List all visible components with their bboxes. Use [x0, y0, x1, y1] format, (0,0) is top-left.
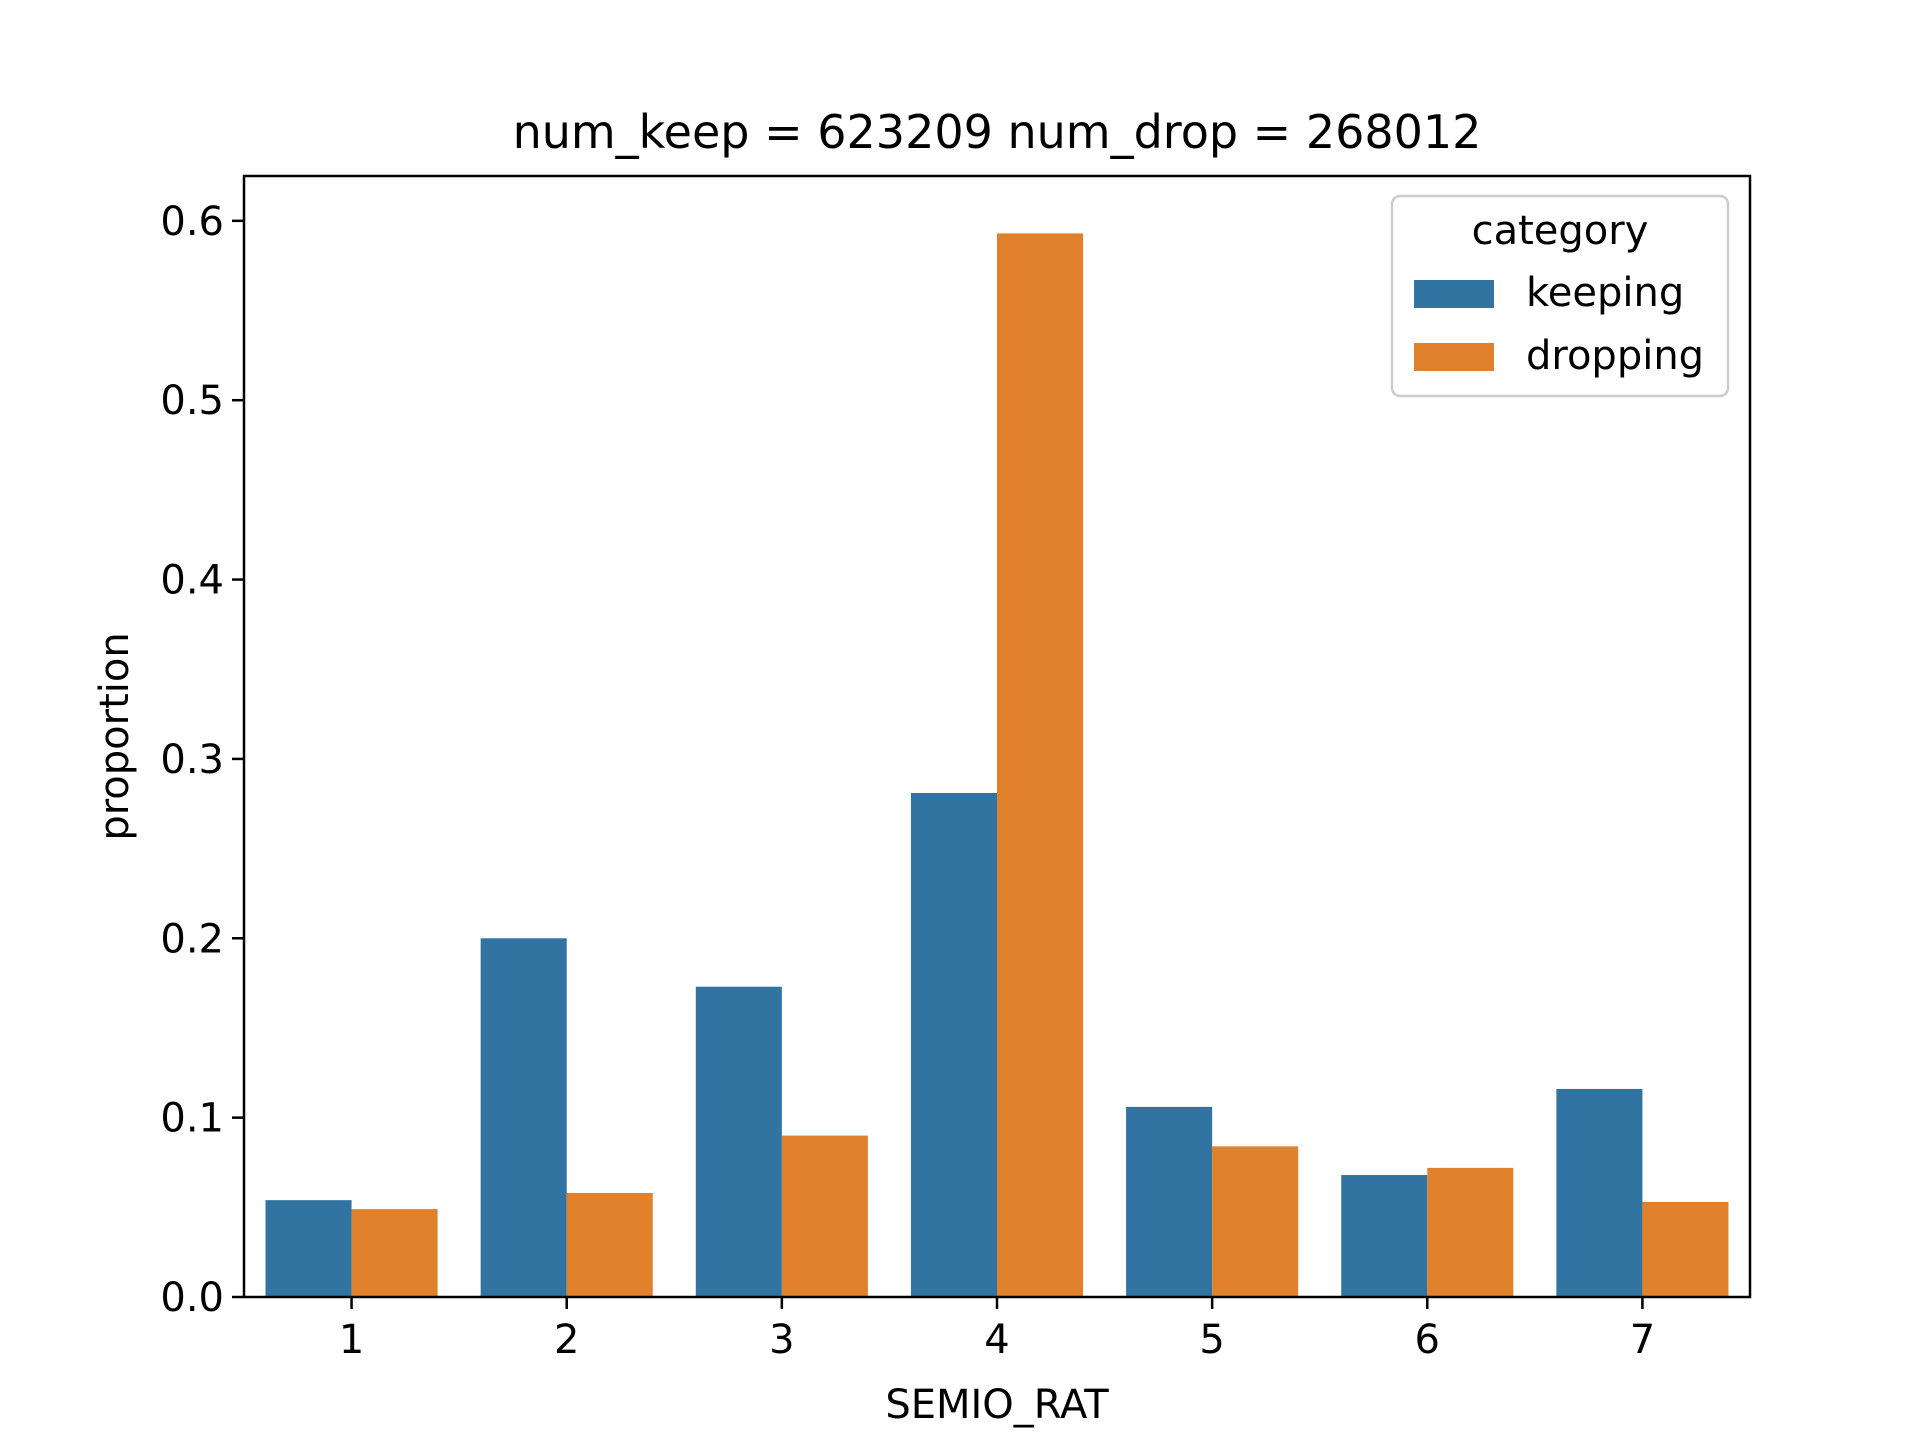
x-tick-label: 4 [984, 1317, 1009, 1363]
bar-keeping-1 [265, 1200, 352, 1297]
bar-keeping-6 [1341, 1175, 1428, 1297]
bars-group [265, 233, 1729, 1297]
axes-group: 0.0 0.1 0.2 0.3 0.4 0.5 0.6 1 2 3 4 5 6 7 [160, 199, 1655, 1363]
legend-label-keeping: keeping [1526, 270, 1684, 316]
plot-frame [242, 174, 1752, 1299]
bar-dropping-3 [781, 1135, 868, 1297]
legend-entries: keeping dropping [1414, 270, 1704, 379]
legend-title: category [1472, 208, 1649, 254]
bar-dropping-5 [1212, 1146, 1299, 1297]
bar-keeping-3 [695, 986, 782, 1297]
bar-dropping-7 [1642, 1201, 1729, 1297]
x-tick-label: 1 [339, 1317, 364, 1363]
bar-dropping-1 [351, 1209, 438, 1297]
legend-swatch-keeping [1414, 280, 1494, 308]
bar-dropping-2 [566, 1192, 653, 1297]
y-tick-label: 0.0 [160, 1275, 224, 1321]
bar-keeping-7 [1556, 1088, 1643, 1297]
x-tick-label: 3 [769, 1317, 794, 1363]
y-tick-label: 0.5 [160, 378, 224, 424]
bar-dropping-6 [1427, 1167, 1514, 1297]
legend-label-dropping: dropping [1526, 333, 1704, 379]
legend-swatch-dropping [1414, 343, 1494, 371]
x-tick-label: 2 [554, 1317, 579, 1363]
x-axis-label: SEMIO_RAT [885, 1382, 1109, 1428]
y-tick-label: 0.3 [160, 737, 224, 783]
y-tick-label: 0.6 [160, 199, 224, 245]
x-tick-label: 6 [1415, 1317, 1440, 1363]
bar-keeping-2 [480, 938, 567, 1297]
bar-keeping-5 [1126, 1106, 1213, 1297]
y-tick-label: 0.4 [160, 558, 224, 604]
x-tick-label: 7 [1630, 1317, 1655, 1363]
y-tick-label: 0.1 [160, 1096, 224, 1142]
y-axis-label: proportion [92, 632, 138, 840]
bar-dropping-4 [997, 233, 1084, 1297]
bar-keeping-4 [910, 792, 997, 1297]
x-tick-label: 5 [1199, 1317, 1224, 1363]
y-tick-label: 0.2 [160, 916, 224, 962]
chart-title: num_keep = 623209 num_drop = 268012 [513, 105, 1482, 159]
legend: category keeping dropping [1390, 194, 1730, 398]
